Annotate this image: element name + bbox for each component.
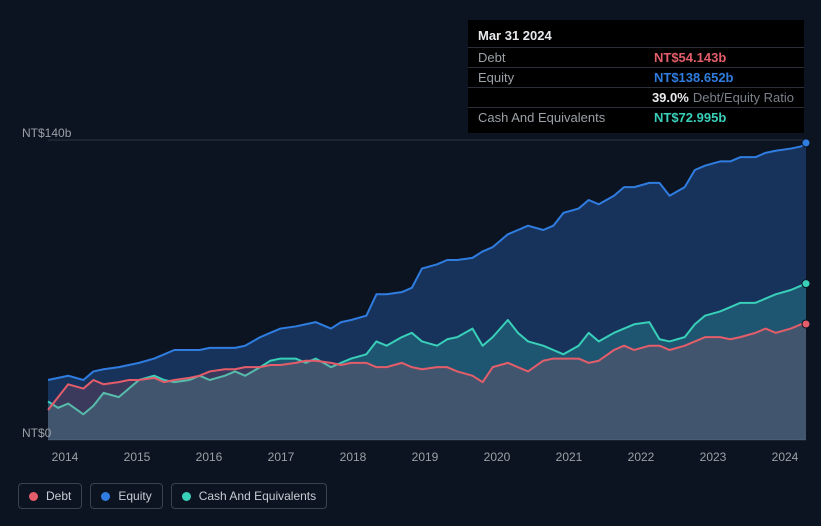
marker-cash-and-equivalents: [802, 280, 810, 288]
legend-label: Debt: [46, 489, 71, 503]
legend-item-cash-and-equivalents[interactable]: Cash And Equivalents: [171, 483, 327, 509]
tooltip: Mar 31 2024 Debt NT$54.143b Equity NT$138.6…: [468, 20, 804, 133]
tooltip-value: NT$138.652b: [654, 70, 794, 85]
legend-dot-icon: [29, 492, 38, 501]
legend: Debt Equity Cash And Equivalents: [18, 483, 327, 509]
tooltip-label: Cash And Equivalents: [478, 110, 605, 125]
yaxis-label-top: NT$140b: [22, 126, 71, 140]
tooltip-suffix: Debt/Equity Ratio: [693, 90, 794, 105]
xaxis-label: 2023: [700, 450, 727, 464]
legend-dot-icon: [101, 492, 110, 501]
xaxis-label: 2018: [340, 450, 367, 464]
legend-dot-icon: [182, 492, 191, 501]
tooltip-row: Equity NT$138.652b: [468, 67, 804, 87]
xaxis-label: 2017: [268, 450, 295, 464]
xaxis-label: 2015: [124, 450, 151, 464]
tooltip-value: 39.0%Debt/Equity Ratio: [652, 90, 794, 105]
legend-item-debt[interactable]: Debt: [18, 483, 82, 509]
xaxis-label: 2020: [484, 450, 511, 464]
tooltip-row: 39.0%Debt/Equity Ratio: [468, 87, 804, 107]
tooltip-label: Equity: [478, 70, 514, 85]
xaxis-label: 2016: [196, 450, 223, 464]
xaxis-label: 2019: [412, 450, 439, 464]
legend-label: Cash And Equivalents: [199, 489, 316, 503]
xaxis-label: 2022: [628, 450, 655, 464]
tooltip-date: Mar 31 2024: [468, 26, 804, 47]
chart-container: Mar 31 2024 Debt NT$54.143b Equity NT$138.6…: [0, 0, 821, 526]
yaxis-label-bottom: NT$0: [22, 426, 51, 440]
xaxis-label: 2014: [52, 450, 79, 464]
xaxis-labels: 2014 2015 2016 2017 2018 2019 2020 2021 2022 2023…: [0, 450, 821, 466]
tooltip-label: Debt: [478, 50, 505, 65]
legend-label: Equity: [118, 489, 151, 503]
legend-item-equity[interactable]: Equity: [90, 483, 162, 509]
marker-debt: [802, 320, 810, 328]
xaxis-label: 2024: [772, 450, 799, 464]
tooltip-row: Cash And Equivalents NT$72.995b: [468, 107, 804, 127]
tooltip-row: Debt NT$54.143b: [468, 47, 804, 67]
tooltip-value: NT$72.995b: [654, 110, 794, 125]
tooltip-value: NT$54.143b: [654, 50, 794, 65]
xaxis-label: 2021: [556, 450, 583, 464]
marker-equity: [802, 139, 810, 147]
